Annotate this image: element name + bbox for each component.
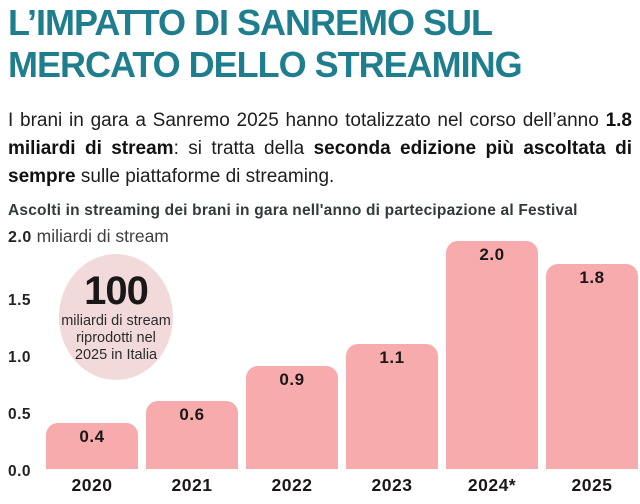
bar: 1.8 bbox=[546, 264, 638, 469]
bar-value-label: 1.1 bbox=[379, 348, 405, 367]
y-axis-tick-top: 2.0 bbox=[8, 229, 32, 246]
annotation-value: 100 bbox=[84, 268, 149, 313]
bar: 0.4 bbox=[46, 423, 138, 469]
bar-value-label: 1.8 bbox=[579, 268, 605, 287]
x-axis-label: 2024* bbox=[467, 475, 517, 495]
intro-text: sulle piattaforme di streaming. bbox=[75, 166, 335, 187]
intro-bold-streams: 1.8 miliardi di stream bbox=[8, 110, 632, 159]
page-title: L’IMPATTO DI SANREMO SUL MERCATO DELLO S… bbox=[8, 2, 636, 86]
intro-paragraph: I brani in gara a Sanremo 2025 hanno tot… bbox=[8, 107, 632, 191]
bar-value-label: 0.6 bbox=[179, 405, 205, 424]
annotation-line: 2025 in Italia bbox=[74, 346, 158, 363]
x-axis-label: 2021 bbox=[171, 475, 213, 495]
y-axis-tick: 1.5 bbox=[8, 292, 32, 310]
intro-text: I brani in gara a Sanremo 2025 hanno tot… bbox=[8, 110, 606, 131]
x-axis-label: 2025 bbox=[571, 475, 613, 495]
bar: 1.1 bbox=[346, 344, 438, 469]
y-axis-tick: 0.0 bbox=[8, 463, 32, 481]
bar-column: 0.4 2020 bbox=[46, 423, 138, 498]
bar: 2.0 bbox=[446, 241, 538, 469]
annotation-line: miliardi di stream bbox=[61, 312, 171, 329]
y-axis-tick: 0.5 bbox=[8, 406, 32, 424]
bar: 0.9 bbox=[246, 366, 338, 469]
bar-column: 1.8 2025 bbox=[546, 264, 638, 498]
bar-column: 0.9 2022 bbox=[246, 366, 338, 498]
x-axis-label: 2023 bbox=[371, 475, 413, 495]
bars-row: 0.4 2020 0.6 2021 0.9 2022 1.1 2023 2.0 2024* 1.8 2… bbox=[46, 241, 638, 498]
bar-column: 0.6 2021 bbox=[146, 401, 238, 498]
x-axis-label: 2020 bbox=[71, 475, 113, 495]
annotation-line: riprodotti nel bbox=[76, 329, 156, 346]
page-title-line1: L’IMPATTO DI SANREMO SUL bbox=[8, 2, 493, 43]
y-axis-title: miliardi di stream bbox=[36, 226, 169, 246]
annotation-circle: 100 miliardi di stream riprodotti nel 20… bbox=[59, 254, 173, 380]
chart-title: Ascolti in streaming dei brani in gara n… bbox=[8, 202, 578, 219]
intro-bold-edition: seconda edizione più ascoltata di sempre bbox=[8, 138, 632, 187]
y-axis-header: 2.0 miliardi di stream bbox=[8, 226, 169, 247]
page-title-line2: MERCATO DELLO STREAMING bbox=[8, 44, 523, 85]
intro-text: : si tratta della bbox=[173, 138, 314, 159]
bar-value-label: 0.9 bbox=[279, 370, 305, 389]
bar-column: 1.1 2023 bbox=[346, 344, 438, 498]
y-axis-tick: 1.0 bbox=[8, 349, 32, 367]
bar: 0.6 bbox=[146, 401, 238, 469]
bar-column: 2.0 2024* bbox=[446, 241, 538, 498]
bar-value-label: 2.0 bbox=[479, 245, 505, 264]
bar-value-label: 0.4 bbox=[79, 427, 105, 446]
x-axis-label: 2022 bbox=[271, 475, 313, 495]
